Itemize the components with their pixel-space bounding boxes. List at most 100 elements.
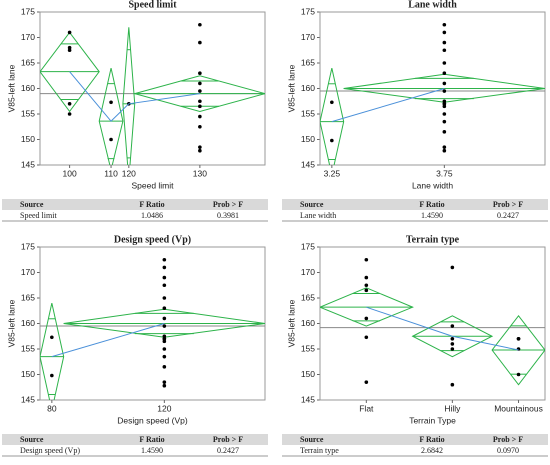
plot-area (320, 257, 545, 387)
table-cell: Speed limit (20, 211, 57, 220)
data-point (198, 71, 202, 75)
table-cell: 0.2427 (497, 211, 519, 220)
means-line (51, 323, 165, 358)
data-point (50, 335, 54, 340)
data-point (330, 100, 334, 105)
data-point (364, 335, 369, 340)
x-axis-label: Speed limit (131, 180, 174, 190)
table-header: Prob > F (493, 200, 523, 209)
data-point (198, 89, 202, 93)
data-point (442, 71, 447, 75)
means-line (366, 306, 519, 351)
table-header: Prob > F (213, 435, 243, 444)
data-point (198, 22, 202, 27)
data-point (442, 102, 447, 106)
data-point (442, 119, 447, 124)
table-cell: 1.0486 (141, 211, 163, 220)
data-point (442, 22, 447, 27)
table-cell: Lane width (300, 211, 336, 220)
y-tick-label: 145 (301, 394, 315, 404)
data-point (67, 102, 72, 106)
data-point (162, 283, 167, 288)
table-cell: 1.4590 (421, 211, 443, 220)
y-tick-label: 175 (21, 6, 35, 16)
table-header: Source (20, 200, 44, 209)
data-point (162, 347, 167, 351)
data-point (162, 324, 167, 328)
data-point (162, 257, 167, 262)
y-tick-label: 145 (301, 159, 315, 169)
anova-table: Source F Ratio Prob > F Terrain type 2.6842 0… (282, 434, 548, 457)
x-tick-label: 80 (47, 403, 57, 413)
x-tick-label: 130 (193, 168, 207, 178)
data-point (442, 112, 447, 116)
anova-table: Source F Ratio Prob > F Speed limit 1.0486 0.… (2, 199, 268, 222)
panel: Design speed (Vp) V85-left lane Design spe… (2, 234, 268, 457)
y-tick-label: 160 (301, 318, 315, 328)
y-tick-label: 160 (301, 83, 315, 93)
data-point (50, 373, 54, 378)
table-header: F Ratio (139, 200, 164, 209)
plot-frame (39, 11, 266, 166)
data-point (162, 337, 167, 341)
data-point (67, 112, 72, 116)
table-header: Source (300, 435, 324, 444)
means-diamond (63, 308, 265, 338)
y-axis-label: V85-left lane (286, 64, 296, 112)
x-tick-label: 3.75 (436, 168, 453, 178)
y-tick-label: 145 (21, 159, 35, 169)
means-line (331, 88, 445, 123)
table-header-bg (282, 199, 548, 210)
x-axis-label: Lane width (412, 180, 453, 190)
chart-title: Design speed (Vp) (114, 234, 191, 245)
x-tick-label: Mountainous (494, 403, 543, 413)
table-header: Prob > F (213, 200, 243, 209)
y-tick-label: 170 (21, 267, 35, 277)
y-tick-label: 165 (21, 292, 35, 302)
plot-area (40, 257, 265, 400)
data-point (450, 382, 455, 387)
data-point (162, 334, 167, 339)
data-point (450, 324, 455, 328)
data-point (364, 257, 369, 262)
data-point (198, 104, 202, 109)
means-diamond (132, 75, 265, 112)
data-point (67, 48, 72, 53)
x-axis-label: Design speed (Vp) (117, 415, 188, 425)
y-tick-label: 155 (301, 343, 315, 353)
table-header: F Ratio (419, 200, 444, 209)
y-tick-label: 165 (301, 57, 315, 67)
table-cell: 1.4590 (141, 446, 163, 455)
y-tick-label: 150 (21, 134, 35, 144)
plot-frame (319, 246, 546, 401)
y-tick-label: 160 (21, 83, 35, 93)
x-axis-label: Terrain Type (409, 415, 456, 425)
anova-table: Source F Ratio Prob > F Lane width 1.4590 0.2… (282, 199, 548, 222)
table-header: Source (300, 200, 324, 209)
data-point (442, 148, 447, 153)
y-tick-label: 175 (301, 6, 315, 16)
table-cell: 0.0970 (497, 446, 519, 455)
data-point (162, 339, 167, 344)
data-point (442, 130, 447, 134)
y-tick-label: 145 (21, 394, 35, 404)
data-point (198, 124, 202, 129)
chart-title: Speed limit (128, 0, 177, 10)
means-diamond (491, 315, 545, 386)
data-point (442, 81, 447, 86)
table-cell: Design speed (Vp) (20, 446, 80, 455)
data-point (162, 265, 167, 270)
means-diamond (411, 315, 494, 358)
data-point (364, 283, 369, 288)
y-axis-label: V85-left lane (6, 64, 16, 112)
data-point (442, 40, 447, 45)
x-tick-label: 100 (63, 168, 77, 178)
anova-table: Source F Ratio Prob > F Design speed (Vp) 1.… (2, 434, 268, 457)
data-point (162, 316, 167, 321)
y-tick-label: 170 (301, 32, 315, 42)
y-tick-label: 160 (21, 318, 35, 328)
data-point (450, 342, 455, 346)
data-point (442, 99, 447, 104)
y-tick-label: 170 (21, 32, 35, 42)
